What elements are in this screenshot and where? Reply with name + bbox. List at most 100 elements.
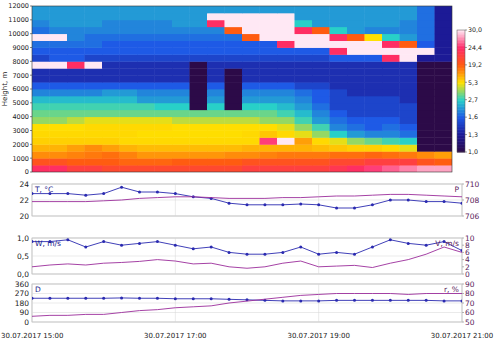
heat-cell bbox=[330, 131, 348, 138]
tick bbox=[462, 274, 464, 275]
heat-cell bbox=[365, 110, 383, 117]
heat-cell bbox=[67, 13, 85, 20]
heat-cell bbox=[155, 144, 173, 151]
heat-cell bbox=[417, 54, 435, 61]
heat-cell bbox=[172, 110, 190, 117]
heat-cell bbox=[50, 13, 68, 20]
heat-cell bbox=[260, 144, 278, 151]
series-marker bbox=[407, 299, 410, 302]
heat-cell bbox=[207, 41, 225, 48]
tick-label: 8000 bbox=[12, 58, 29, 66]
heat-cell bbox=[207, 144, 225, 151]
heat-cell bbox=[330, 34, 348, 41]
heat-cell bbox=[277, 68, 295, 75]
heat-cell bbox=[295, 137, 313, 144]
series-marker bbox=[299, 299, 302, 302]
tick-label: 30.07.2017 19:00 bbox=[287, 332, 349, 340]
heat-cell bbox=[260, 48, 278, 55]
series-marker bbox=[461, 202, 463, 205]
series-marker bbox=[102, 192, 105, 195]
heat-cell bbox=[172, 41, 190, 48]
grid-line bbox=[32, 312, 462, 313]
heat-cell bbox=[190, 151, 208, 158]
heat-cell bbox=[435, 165, 453, 172]
heat-cell bbox=[295, 144, 313, 151]
heat-cell bbox=[417, 68, 435, 75]
heat-cell bbox=[120, 13, 138, 20]
heat-cell bbox=[207, 61, 225, 68]
heat-cell bbox=[400, 89, 418, 96]
heat-cell bbox=[155, 165, 173, 172]
heat-cell bbox=[225, 117, 243, 124]
tick-label: 6000 bbox=[12, 85, 29, 93]
series-marker bbox=[156, 240, 159, 243]
series-marker bbox=[246, 203, 249, 206]
heat-cell bbox=[155, 158, 173, 165]
heat-cell bbox=[277, 137, 295, 144]
heat-cell bbox=[85, 110, 103, 117]
heat-cell bbox=[225, 137, 243, 144]
heat-cell bbox=[382, 144, 400, 151]
heat-cell bbox=[137, 96, 155, 103]
axis-label: D bbox=[35, 285, 41, 294]
heat-cell bbox=[155, 89, 173, 96]
heat-cell bbox=[190, 158, 208, 165]
series-marker bbox=[84, 297, 87, 300]
heat-cell bbox=[330, 68, 348, 75]
heat-cell bbox=[417, 151, 435, 158]
heat-cell bbox=[50, 41, 68, 48]
heat-cell bbox=[137, 82, 155, 89]
heat-cell bbox=[172, 137, 190, 144]
heat-cell bbox=[155, 137, 173, 144]
heat-cell bbox=[225, 20, 243, 27]
series-marker bbox=[425, 299, 428, 302]
heat-cell bbox=[190, 41, 208, 48]
heat-cell bbox=[347, 124, 365, 131]
heat-cell bbox=[382, 6, 400, 13]
heat-cell bbox=[400, 68, 418, 75]
heat-cell bbox=[347, 20, 365, 27]
heat-cell bbox=[347, 89, 365, 96]
heat-cell bbox=[330, 82, 348, 89]
heat-cell bbox=[400, 124, 418, 131]
heat-cell bbox=[32, 137, 50, 144]
heat-cell bbox=[295, 82, 313, 89]
series-marker bbox=[66, 192, 69, 195]
series-marker bbox=[192, 297, 195, 300]
tick-label: 180 bbox=[15, 299, 30, 308]
heat-cell bbox=[172, 27, 190, 34]
series-marker bbox=[138, 191, 141, 194]
heat-cell bbox=[435, 54, 453, 61]
heat-cell bbox=[120, 54, 138, 61]
colorbar-tick bbox=[465, 99, 467, 100]
series-marker bbox=[228, 202, 231, 205]
heat-cell bbox=[312, 110, 330, 117]
colorbar-label: 1,3 bbox=[468, 131, 478, 138]
heat-cell bbox=[207, 151, 225, 158]
heat-cell bbox=[50, 75, 68, 82]
tick-label: 0 bbox=[24, 318, 29, 327]
heat-cell bbox=[102, 13, 120, 20]
heat-cell bbox=[225, 48, 243, 55]
heat-cell bbox=[102, 151, 120, 158]
heat-cell bbox=[32, 124, 50, 131]
heat-cell bbox=[225, 144, 243, 151]
heat-cell bbox=[330, 48, 348, 55]
heat-cell bbox=[172, 68, 190, 75]
heat-cell bbox=[155, 27, 173, 34]
grid-line bbox=[32, 274, 462, 275]
series-marker bbox=[317, 299, 320, 302]
heat-cell bbox=[102, 144, 120, 151]
heat-cell bbox=[85, 75, 103, 82]
tick bbox=[30, 116, 32, 117]
heat-cell bbox=[155, 13, 173, 20]
heat-cell bbox=[400, 110, 418, 117]
heat-cell bbox=[242, 117, 260, 124]
heat-cell bbox=[67, 151, 85, 158]
heat-cell bbox=[312, 165, 330, 172]
heat-cell bbox=[50, 158, 68, 165]
heat-cell bbox=[120, 34, 138, 41]
heat-cell bbox=[102, 61, 120, 68]
heat-cell bbox=[85, 34, 103, 41]
tick-label: 10 bbox=[465, 234, 475, 243]
